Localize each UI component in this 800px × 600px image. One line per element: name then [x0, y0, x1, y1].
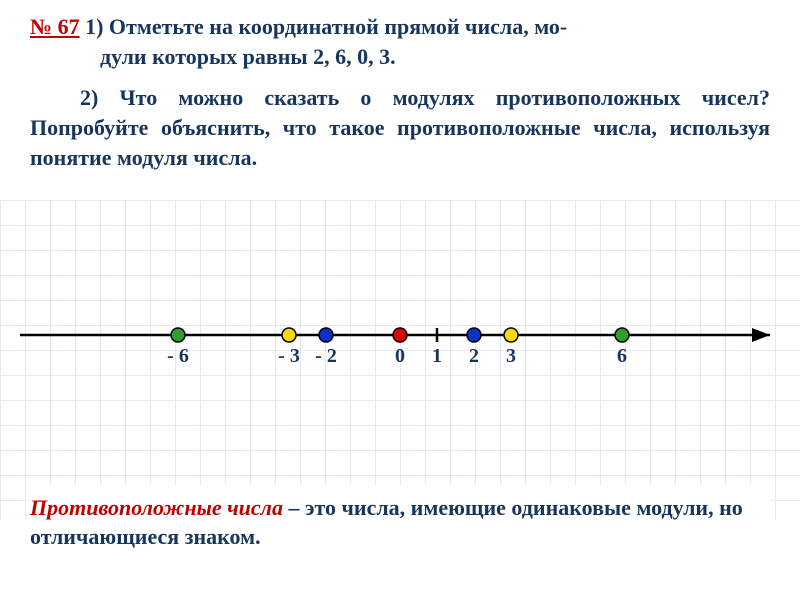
svg-text:- 6: - 6: [167, 345, 189, 367]
problem-text-block: № 67 1) Отметьте на координатной прямой …: [0, 0, 800, 178]
problem-number: № 67: [30, 14, 80, 39]
svg-text:1: 1: [432, 345, 442, 367]
task-part1: № 67 1) Отметьте на координатной прямой …: [30, 12, 770, 71]
svg-text:3: 3: [506, 345, 516, 367]
definition-term: Противоположные числа: [30, 495, 283, 520]
svg-text:- 2: - 2: [315, 345, 337, 367]
number-line: - 6 - 3 - 2 0 1 2 3 6: [0, 280, 800, 400]
part1-lead: 1) Отметьте на координатной прямой числа…: [85, 14, 567, 39]
svg-text:6: 6: [617, 345, 627, 367]
svg-text:0: 0: [395, 345, 405, 367]
definition-block: Противоположные числа – это числа, имеющ…: [30, 485, 770, 560]
part1-cont: дули которых равны 2, 6, 0, 3.: [100, 44, 396, 69]
svg-text:- 3: - 3: [278, 345, 300, 367]
svg-text:2: 2: [469, 345, 479, 367]
task-part2: 2) Что можно сказать о модулях противопо…: [30, 83, 770, 172]
